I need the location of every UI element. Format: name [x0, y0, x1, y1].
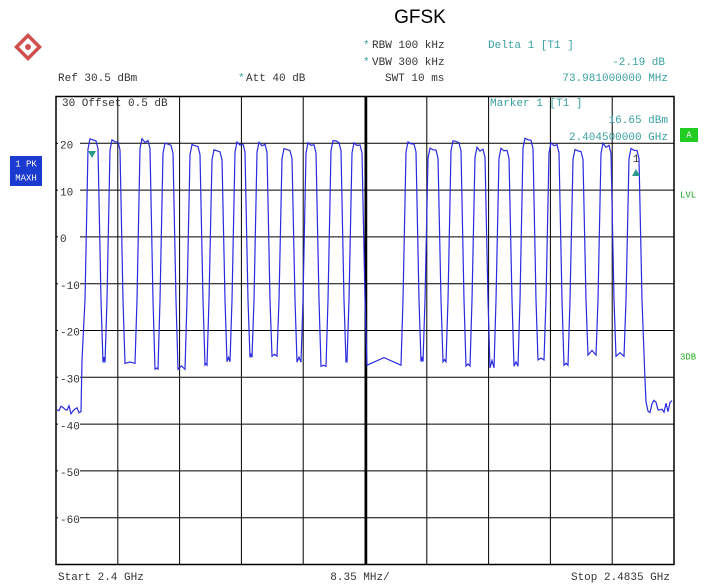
att: Att 40 dB [246, 73, 306, 85]
y-label: -40 [60, 421, 80, 433]
swt: SWT 10 ms [385, 73, 444, 85]
y-label: 20 [60, 141, 73, 153]
trace-box [10, 156, 42, 186]
delta-value: -2.19 dB [612, 57, 665, 69]
rbw: RBW 100 kHz [372, 40, 445, 52]
delta-freq: 73.981000000 MHz [562, 73, 668, 85]
y-label-bg [58, 420, 80, 433]
ref: Ref 30.5 dBm [58, 73, 138, 85]
y-label-bg [58, 326, 80, 339]
star: * [363, 57, 370, 69]
y-label-bg [58, 233, 80, 246]
title: GFSK [394, 7, 446, 28]
stop: Stop 2.4835 GHz [571, 572, 670, 584]
marker-1 [88, 151, 96, 158]
marker-2 [632, 169, 640, 176]
span: 8.35 MHz/ [330, 572, 389, 584]
start: Start 2.4 GHz [58, 572, 144, 584]
y-label: -50 [60, 468, 80, 480]
y-label-bg [58, 280, 80, 293]
marker-tag: 1 [633, 154, 640, 166]
y-label-bg [58, 139, 80, 152]
lvl-label: LVL [680, 190, 696, 200]
trace-detector: MAXH [15, 173, 37, 183]
star: * [363, 40, 370, 52]
vbw: VBW 300 kHz [372, 57, 445, 69]
marker-level: 16.65 dBm [609, 115, 669, 127]
trace-mode: 1 PK [15, 159, 37, 169]
y-label: -10 [60, 281, 80, 293]
a-box [680, 128, 698, 142]
y-label: -60 [60, 515, 80, 527]
3db-label: 3DB [680, 352, 697, 362]
y-label: 10 [60, 187, 73, 199]
delta: Delta 1 [T1 ] [488, 40, 574, 52]
y-label-bg [58, 467, 80, 480]
marker-freq: 2.404500000 GHz [569, 132, 668, 144]
y-label-bg [58, 373, 80, 386]
y-label: -30 [60, 375, 80, 387]
star: * [238, 73, 245, 85]
y-label: -20 [60, 328, 80, 340]
y-label-bg [58, 514, 80, 527]
y-label: 0 [60, 234, 67, 246]
a-label: A [686, 130, 692, 140]
trace [56, 137, 673, 416]
y-label-bg [58, 186, 80, 199]
logo [14, 33, 42, 61]
marker: Marker 1 [T1 ] [490, 98, 582, 110]
offset: 30 Offset 0.5 dB [62, 98, 168, 110]
